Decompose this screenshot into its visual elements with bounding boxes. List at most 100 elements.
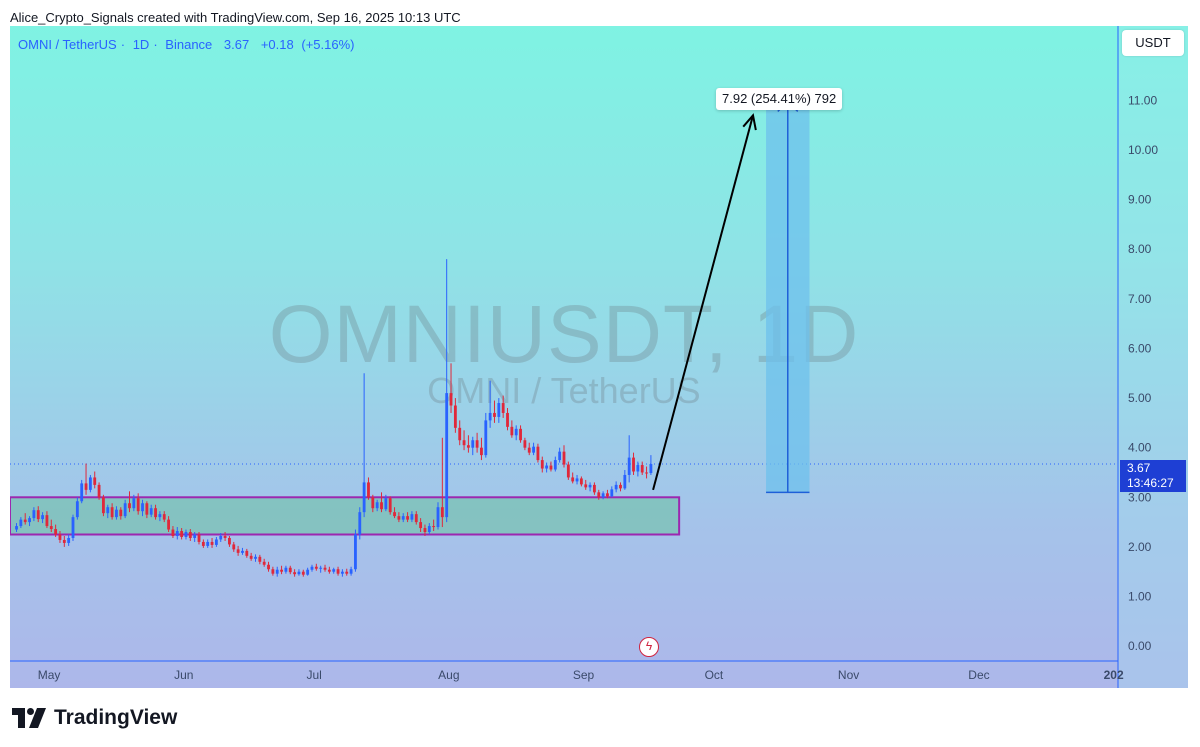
candle-body [319,567,323,569]
candle-body [584,484,588,488]
candle-body [545,465,549,469]
candle-body [23,519,27,523]
candle-body [493,412,496,417]
currency-button[interactable]: USDT [1122,30,1184,56]
candle-body [393,512,396,517]
candle-body [171,529,175,536]
candle-body [610,489,614,497]
tradingview-logo[interactable]: TradingView [12,703,177,733]
candle-body [128,503,131,509]
candle-body [245,550,249,556]
lightning-icon[interactable]: ϟ [639,637,659,657]
candle-body [384,498,388,510]
candle-body [115,509,118,518]
candle-body [414,514,418,523]
candle-body [619,484,622,489]
candle-body [480,447,483,456]
candle-body [110,507,114,518]
candle-body [566,464,570,478]
candle-body [440,507,444,518]
candle-body [527,447,531,453]
bar-countdown: 13:46:27 [1127,476,1174,490]
candle-body [93,477,97,485]
candle-body [510,426,514,436]
candle-body [97,484,101,498]
candle-body [293,572,297,575]
candle-body [206,541,210,546]
candle-body [141,503,144,512]
candle-body [614,484,618,490]
candle-body [102,497,105,514]
y-tick-label: 1.00 [1128,590,1152,604]
x-tick-label: Sep [573,668,595,682]
y-tick-label: 7.00 [1128,292,1152,306]
candle-body [593,484,596,493]
candle-body [636,465,640,472]
candle-body [80,483,84,502]
x-tick-label: 202 [1104,668,1124,682]
candle-body [275,569,279,574]
candle-body [297,571,301,575]
candle-body [588,484,592,488]
candle-body [488,412,492,421]
candle-body [145,503,149,515]
candle-body [310,566,314,570]
candle-body [406,516,409,520]
candle-body [167,519,171,530]
candle-body [445,393,449,518]
candle-body [301,571,305,575]
candle-body [75,501,79,518]
candle-body [432,526,436,528]
y-tick-label: 11.00 [1128,93,1157,107]
candle-body [623,474,627,489]
support-zone [10,496,681,536]
candle-body [323,567,327,570]
candle-body [606,493,609,497]
candle-body [32,510,36,519]
x-tick-label: Nov [838,668,859,682]
candle-body [449,393,453,406]
legend-symbol[interactable]: OMNI / TetherUS [18,37,117,52]
candle-body [501,403,505,413]
candle-body [471,440,475,448]
candle-body [241,550,244,553]
candle-body [523,440,527,448]
candle-body [540,460,544,469]
x-tick-label: Aug [438,668,459,682]
candle-body [288,567,292,573]
price-chart[interactable]: 0.00 1.00 2.00 3.00 4.00 5.00 6.00 7.00 8.00 9.00… [10,26,1188,688]
legend-interval[interactable]: 1D [132,37,150,52]
candle-body [532,446,535,453]
candle-body [371,497,375,509]
candle-body [475,440,479,448]
candle-body [254,556,257,559]
candle-body [162,514,166,520]
candle-body [106,507,110,514]
candle-body [336,569,340,574]
candle-body [466,445,470,448]
candle-body [514,428,518,436]
y-tick-label: 5.00 [1128,391,1152,405]
candle-body [197,534,201,542]
candle-body [314,566,318,569]
y-tick-label: 10.00 [1128,143,1158,157]
candle-body [210,541,214,545]
candle-body [280,569,283,572]
legend-change-pct: (+5.16%) [301,37,355,52]
y-tick-label: 9.00 [1128,193,1152,207]
x-tick-label: May [38,668,61,682]
candle-body [28,518,31,523]
candle-body [536,446,540,461]
candle-body [519,428,522,441]
candle-body [41,515,45,520]
candle-body [49,526,53,530]
candle-body [632,457,635,472]
x-tick-label: Jul [306,668,321,682]
candle-body [388,498,392,513]
candle-body [362,482,366,513]
price-axis-panel [1118,26,1188,688]
watermark-description: OMNI / TetherUS [427,370,701,411]
y-tick-label: 3.00 [1128,490,1152,504]
candle-body [149,508,153,515]
chart-area[interactable]: OMNIUSDT, 1D OMNI / TetherUS 0.00 1.00 2.0… [10,26,1188,688]
